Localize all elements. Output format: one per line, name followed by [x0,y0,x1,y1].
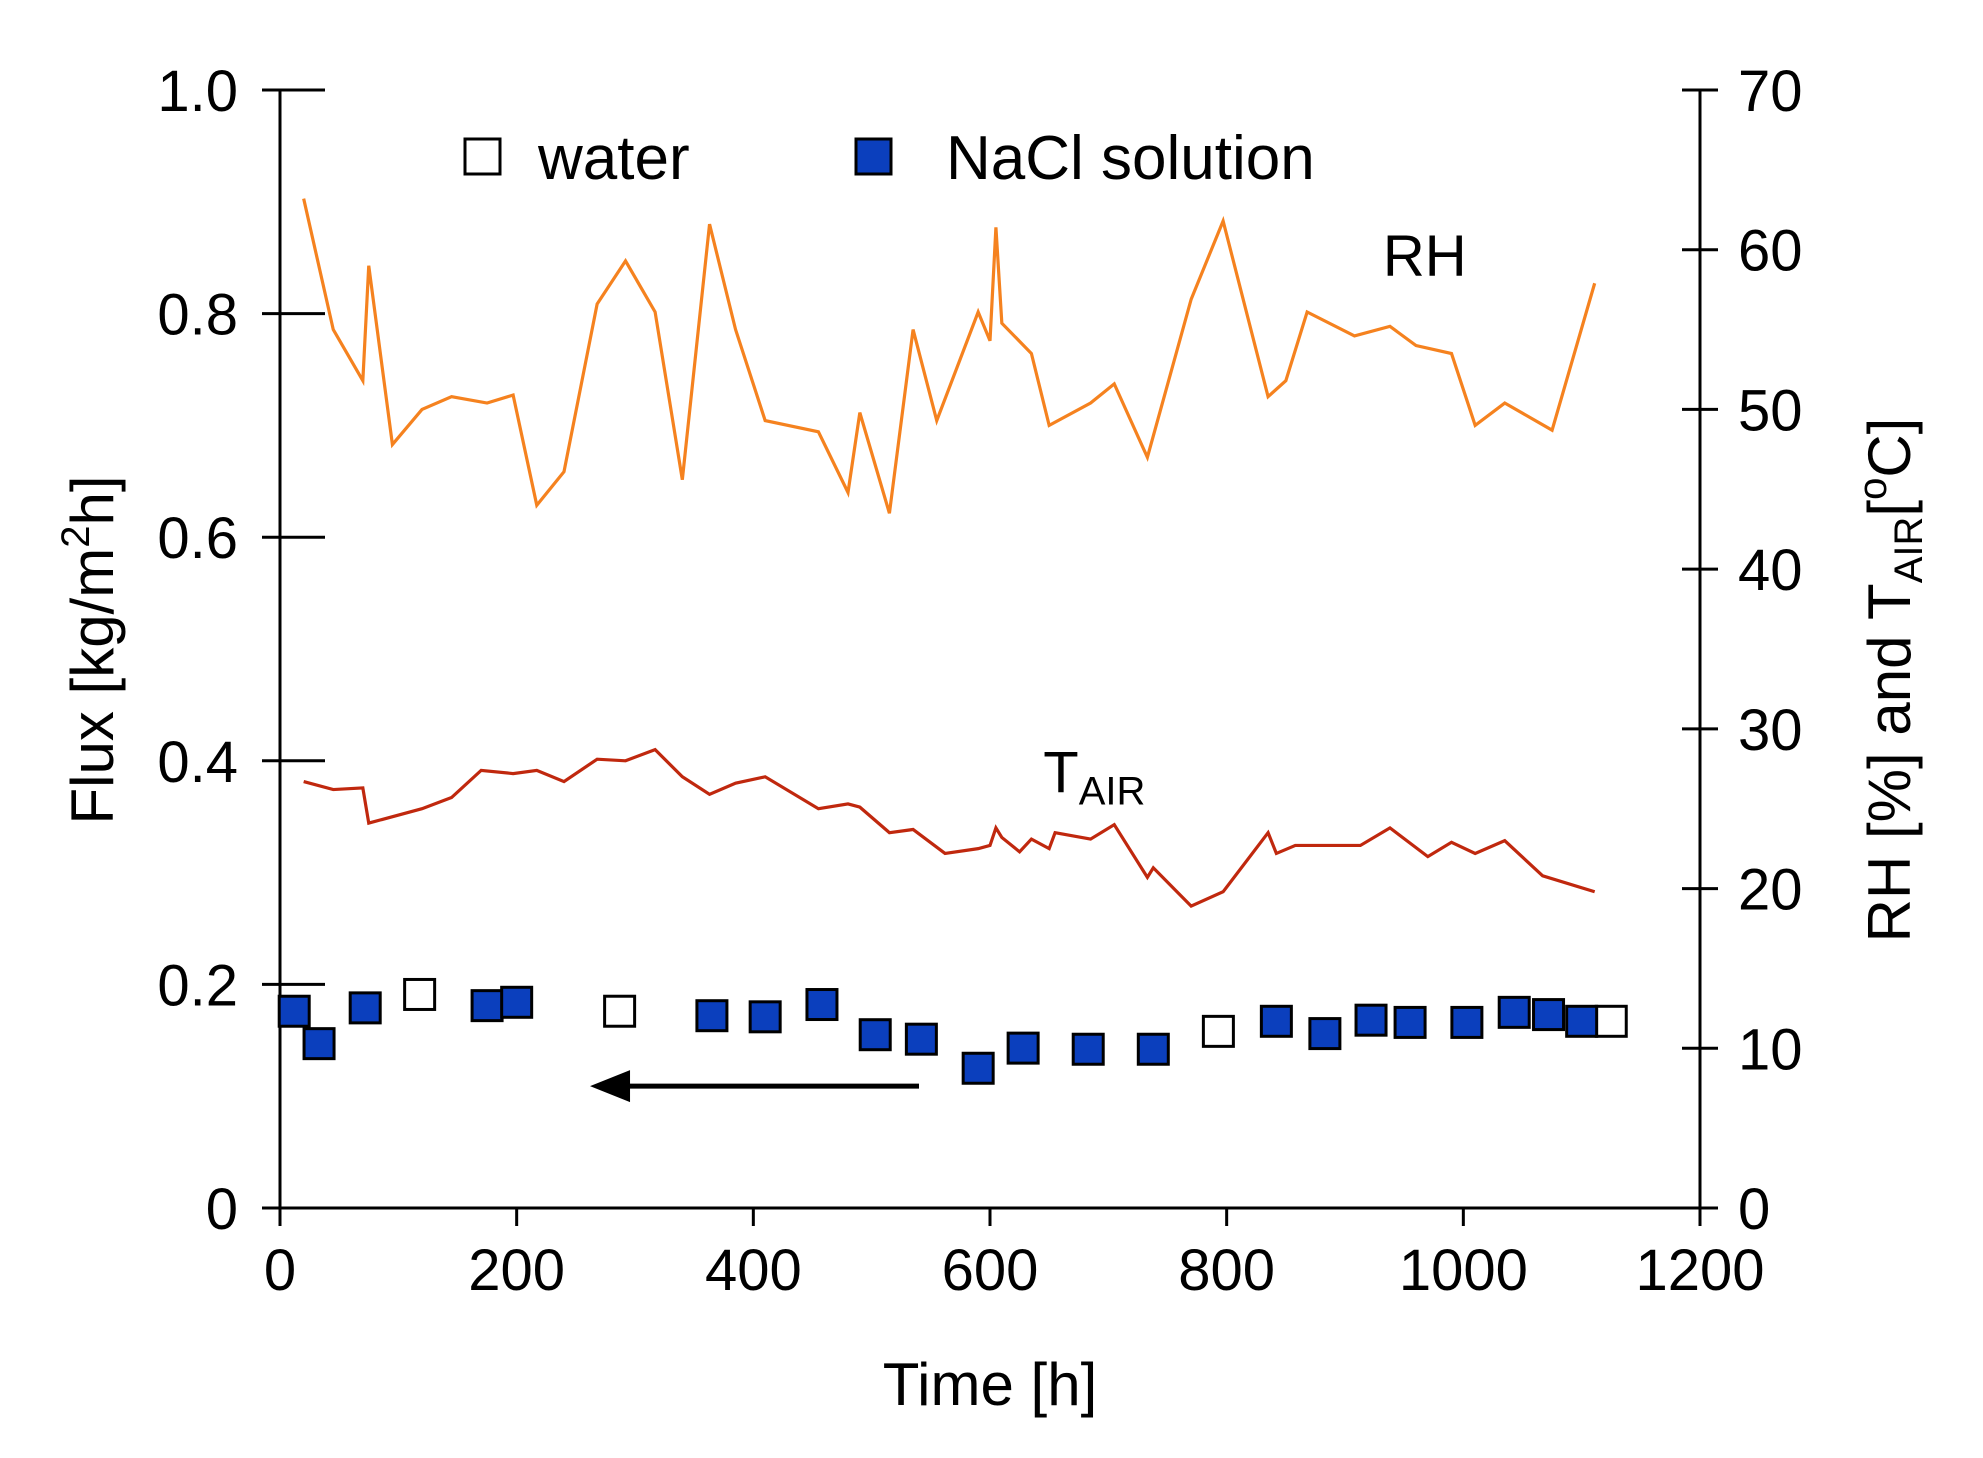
right-y-axis-title: RH [%] and TAIR[oC] [1851,418,1931,943]
x-tick-label: 400 [705,1238,802,1303]
nacl-point [961,1051,995,1085]
right-y-tick-label: 30 [1738,698,1803,763]
rh-line [302,198,1597,514]
nacl-point [748,1000,782,1034]
nacl-point [302,1027,336,1061]
right-y-tick-label: 50 [1738,378,1803,443]
nacl-point [1071,1032,1105,1066]
right-y-tick-label: 10 [1738,1017,1803,1082]
nacl-point [1259,1004,1293,1038]
right-y-title-sub: AIR [1887,517,1931,584]
x-tick-label: 1000 [1399,1238,1528,1303]
nacl-point [858,1018,892,1052]
left-y-title-main: Flux [kg/m [59,548,126,825]
nacl-point [695,999,729,1033]
left-y-tick-label: 0.4 [157,730,238,795]
legend-nacl-marker [854,137,893,176]
annotations-group [590,1070,919,1103]
water-point [403,977,437,1011]
right-y-title-sup: o [1851,478,1895,500]
line-series-group [302,198,1597,909]
right-y-tick-label: 40 [1738,538,1803,603]
left-y-axis-title: Flux [kg/m2h] [54,475,126,824]
right-y-tick-label: 0 [1738,1177,1770,1242]
water-point [1594,1004,1628,1038]
nacl-point [1308,1017,1342,1051]
left-y-title-tail: h] [59,475,126,525]
nacl-point [1354,1003,1388,1037]
marker-series-group [277,977,1628,1085]
x-tick-label: 200 [468,1238,565,1303]
plot-frame [262,90,1718,1210]
water-point [1201,1014,1235,1048]
x-tick-label: 1200 [1635,1238,1764,1303]
right-y-tick-label: 70 [1738,59,1803,124]
legend: water NaCl solution [463,124,1315,193]
nacl-point [1497,995,1531,1029]
left-y-tick-label: 0.8 [157,283,238,348]
nacl-point [470,989,504,1023]
left-y-tick-label: 0.6 [157,506,238,571]
nacl-point [904,1022,938,1056]
axis-ticks: 0 200 400 600 800 1000 120000.20.40.60.81.0010… [157,59,1802,1303]
x-axis-title: Time [h] [883,1351,1097,1418]
tair-line [303,747,1596,909]
arrow-head [590,1070,631,1103]
x-tick-label: 0 [264,1238,296,1303]
nacl-point [1136,1032,1170,1066]
water-point [603,994,637,1028]
legend-nacl-label: NaCl solution [946,124,1315,193]
tair-label-main: T [1043,741,1078,806]
x-tick-label: 600 [942,1238,1039,1303]
left-y-tick-label: 0 [206,1177,238,1242]
nacl-point [1450,1005,1484,1039]
nacl-point [805,988,839,1022]
left-y-title-sup: 2 [54,526,98,548]
right-y-title-tail: C] [1856,418,1923,478]
nacl-point [1006,1031,1040,1065]
nacl-point [277,994,311,1028]
nacl-point [1393,1005,1427,1039]
left-y-tick-label: 0.2 [157,953,238,1018]
legend-water-label: water [537,124,690,193]
tair-series-label: TAIR [1043,741,1145,814]
nacl-point [1532,998,1566,1032]
right-y-tick-label: 60 [1738,219,1803,284]
tair-label-sub: AIR [1079,770,1146,814]
nacl-point [348,991,382,1025]
left-y-tick-label: 1.0 [157,59,238,124]
nacl-point [500,985,534,1019]
rh-series-label: RH [1383,223,1467,288]
right-y-title-pre: RH [%] and T [1856,583,1923,942]
nacl-point [1565,1004,1599,1038]
right-y-title-post: [ [1856,500,1923,517]
right-y-tick-label: 20 [1738,858,1803,923]
legend-water-marker [463,137,502,176]
x-tick-label: 800 [1178,1238,1275,1303]
